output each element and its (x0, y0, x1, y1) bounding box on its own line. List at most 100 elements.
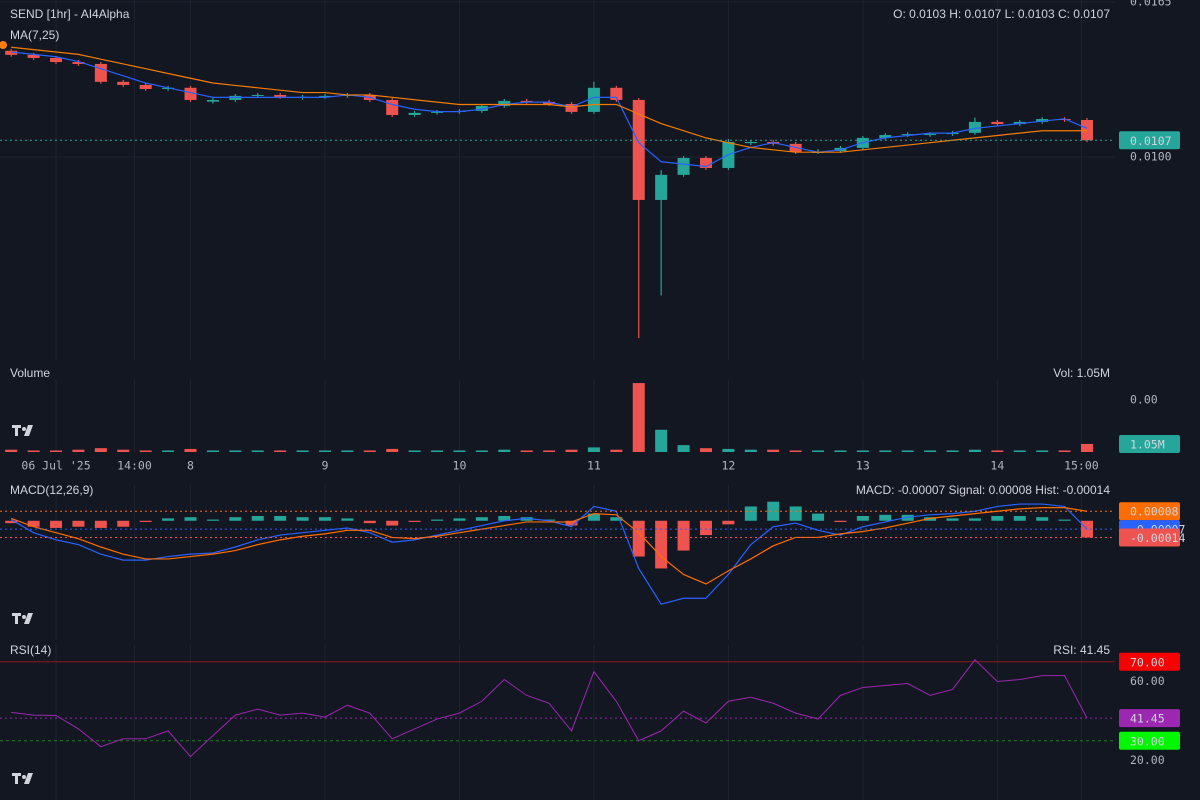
histogram-bar (184, 517, 197, 521)
volume-bar (341, 450, 354, 452)
volume-bar (587, 447, 600, 452)
candle-body (139, 84, 152, 89)
histogram-bar (968, 518, 981, 521)
volume-bar (543, 450, 556, 452)
x-tick-label: 10 (453, 459, 467, 473)
value-tag-label: 1.05M (1130, 437, 1165, 451)
histogram-bar (587, 513, 600, 521)
candle-body (1036, 119, 1049, 122)
logo-part (24, 773, 33, 784)
histogram-bar (162, 518, 175, 521)
logo-part (15, 613, 18, 624)
histogram-bar (1013, 516, 1026, 521)
candle-body (991, 121, 1004, 125)
histogram-bar (767, 501, 780, 521)
pane-readout: RSI: 41.45 (1053, 643, 1110, 657)
volume-bar (184, 448, 197, 452)
x-tick-label: 14 (990, 459, 1004, 473)
candle-body (587, 87, 600, 112)
histogram-bar (5, 520, 18, 524)
candle-body (879, 135, 892, 138)
volume-bar (1013, 450, 1026, 452)
candle-body (408, 112, 421, 115)
histogram-bar (341, 518, 354, 521)
candle-body (632, 99, 645, 200)
marks (5, 46, 1093, 758)
ohlc-readout: O: 0.0103 H: 0.0107 L: 0.0103 C: 0.0107 (893, 7, 1110, 21)
histogram-bar (789, 506, 802, 521)
volume-bar (834, 450, 847, 452)
histogram-bar (991, 516, 1004, 521)
x-tick-label: 13 (856, 459, 870, 473)
volume-bar (296, 450, 309, 452)
chart-title: SEND [1hr] - AI4Alpha (10, 7, 130, 21)
histogram-bar (610, 517, 623, 521)
histogram-bar (251, 516, 264, 521)
candle-body (5, 50, 18, 55)
candle-body (94, 63, 107, 82)
y-tick-label: 20.00 (1130, 753, 1165, 767)
y-tick-label: 0.0100 (1130, 149, 1172, 163)
volume-bar (251, 450, 264, 452)
volume-bar (50, 450, 63, 452)
histogram-bar (812, 513, 825, 521)
logo-part (24, 613, 33, 624)
value-tag (1119, 528, 1180, 547)
y-tick-label: 0.0165 (1130, 0, 1172, 8)
value-tag-label: 0.0107 (1130, 134, 1172, 148)
start-dot (0, 41, 7, 49)
histogram-bar (206, 519, 219, 521)
volume-bar (408, 450, 421, 452)
logo-part (15, 773, 18, 784)
volume-bar (812, 450, 825, 452)
ma-line (11, 51, 1088, 168)
histogram-bar (117, 520, 130, 527)
volume-bar (946, 450, 959, 452)
value-tag-label: 0.00008 (1130, 505, 1179, 519)
volume-bar (363, 450, 376, 452)
volume-bar (1080, 443, 1093, 452)
volume-bar (767, 449, 780, 452)
candle-body (72, 62, 85, 64)
volume-bar (520, 450, 533, 452)
candle-body (924, 134, 937, 136)
logo-part (24, 425, 33, 436)
logo-part (22, 615, 26, 619)
y-axis-note: 0.00 (1130, 393, 1158, 407)
candle-body (699, 157, 712, 168)
histogram-bar (1058, 519, 1071, 521)
histogram-bar (386, 520, 399, 526)
candle-body (318, 95, 331, 97)
histogram-bar (50, 520, 63, 528)
pane-title: Volume (10, 366, 50, 380)
histogram-bar (565, 520, 578, 526)
value-tag (1119, 709, 1180, 728)
volume-bar (655, 429, 668, 452)
candle-body (968, 121, 981, 133)
candle-body (520, 100, 533, 102)
volume-bar (1058, 450, 1071, 452)
volume-bar (632, 383, 645, 452)
value-tag-label: -0.00014 (1130, 531, 1185, 545)
histogram-bar (744, 506, 757, 521)
histogram-bar (946, 518, 959, 521)
level-tag-label: 30.00 (1130, 734, 1165, 748)
histogram-bar (677, 520, 690, 551)
volume-bar (94, 448, 107, 452)
candle-body (50, 57, 63, 63)
histogram-bar (856, 516, 869, 521)
candle-body (677, 157, 690, 175)
logo-part (15, 425, 18, 436)
value-tag (1119, 131, 1180, 150)
volume-bar (699, 448, 712, 452)
histogram-bar (475, 517, 488, 521)
volume-bar (722, 448, 735, 452)
volume-bar (72, 449, 85, 452)
candle-body (184, 87, 197, 100)
volume-bar (229, 450, 242, 452)
x-tick-label: 9 (322, 459, 329, 473)
volume-bar (453, 450, 466, 452)
